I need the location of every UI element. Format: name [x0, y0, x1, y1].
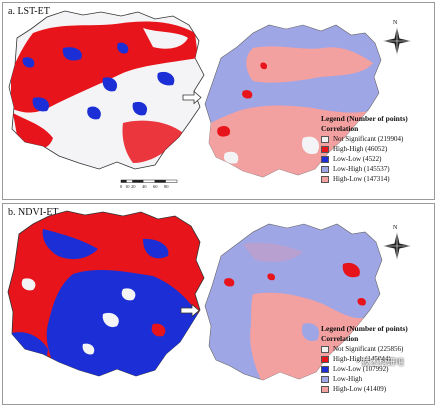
legend-label: Not Significant (219904)	[333, 135, 404, 143]
legend-item: Low-Low (107992)	[321, 364, 433, 374]
north-label: N	[393, 20, 398, 26]
legend-label: High-Low (147314)	[333, 175, 390, 183]
legend-label: Not Significant (225856)	[333, 345, 404, 353]
panel-title: b. NDVI-ET	[8, 207, 59, 218]
legend-label: High-High (145044)	[333, 355, 391, 363]
legend-item: Not Significant (225856)	[321, 344, 433, 354]
legend-label: High-Low (41409)	[333, 385, 387, 393]
compass-icon	[383, 232, 411, 260]
north-label: N	[393, 225, 398, 231]
panel-lst-et: a. LST-ET	[2, 2, 435, 200]
legend-item: High-Low (41409)	[321, 384, 433, 394]
legend-item: High-High (145044)	[321, 354, 433, 364]
map-figure-a	[8, 10, 382, 178]
legend-item: Not Significant (219904)	[321, 134, 433, 144]
legend-subtitle: Correlation	[321, 334, 359, 343]
scale-label: 60	[153, 184, 158, 189]
legend-swatch	[321, 385, 329, 393]
compass-icon	[383, 27, 411, 55]
legend-item: Low-Low (4522)	[321, 154, 433, 164]
scale-label: 10	[125, 184, 130, 189]
scale-label: 80	[164, 184, 169, 189]
legend-title: Legend (Number of points)	[321, 114, 408, 123]
map-a1-patches	[11, 21, 198, 163]
legend-item: Low-High	[321, 374, 433, 384]
map-figure-b	[7, 210, 383, 381]
legend-swatch	[321, 345, 329, 353]
legend-item: High-High (46052)	[321, 144, 433, 154]
legend-subtitle: Correlation	[321, 124, 359, 133]
legend-label: Low-Low (107992)	[333, 365, 389, 373]
legend-label: Low-High	[333, 375, 363, 383]
legend: Legend (Number of points) Correlation No…	[321, 324, 433, 394]
legend-swatch	[321, 375, 329, 383]
legend-swatch	[321, 165, 329, 173]
panel-ndvi-et: b. NDVI-ET	[2, 203, 435, 405]
watermark: · 技术科研吧	[356, 358, 404, 368]
legend-item: Low-High (145537)	[321, 164, 433, 174]
legend-label: High-High (46052)	[333, 145, 388, 153]
scale-label: 40	[142, 184, 147, 189]
panel-title: a. LST-ET	[8, 6, 50, 17]
scale-label: 20	[131, 184, 136, 189]
legend-swatch	[321, 175, 329, 183]
arrow-icon	[180, 303, 200, 318]
legend-swatch	[321, 365, 329, 373]
scale-label: 0	[120, 184, 123, 189]
legend-label: Low-Low (4522)	[333, 155, 382, 163]
legend-swatch	[321, 355, 329, 363]
legend-swatch	[321, 135, 329, 143]
legend-swatch	[321, 145, 329, 153]
legend-swatch	[321, 155, 329, 163]
arrow-icon	[182, 90, 202, 105]
legend: Legend (Number of points) Correlation No…	[321, 114, 433, 184]
legend-label: Low-High (145537)	[333, 165, 390, 173]
legend-title: Legend (Number of points)	[321, 324, 408, 333]
legend-item: High-Low (147314)	[321, 174, 433, 184]
